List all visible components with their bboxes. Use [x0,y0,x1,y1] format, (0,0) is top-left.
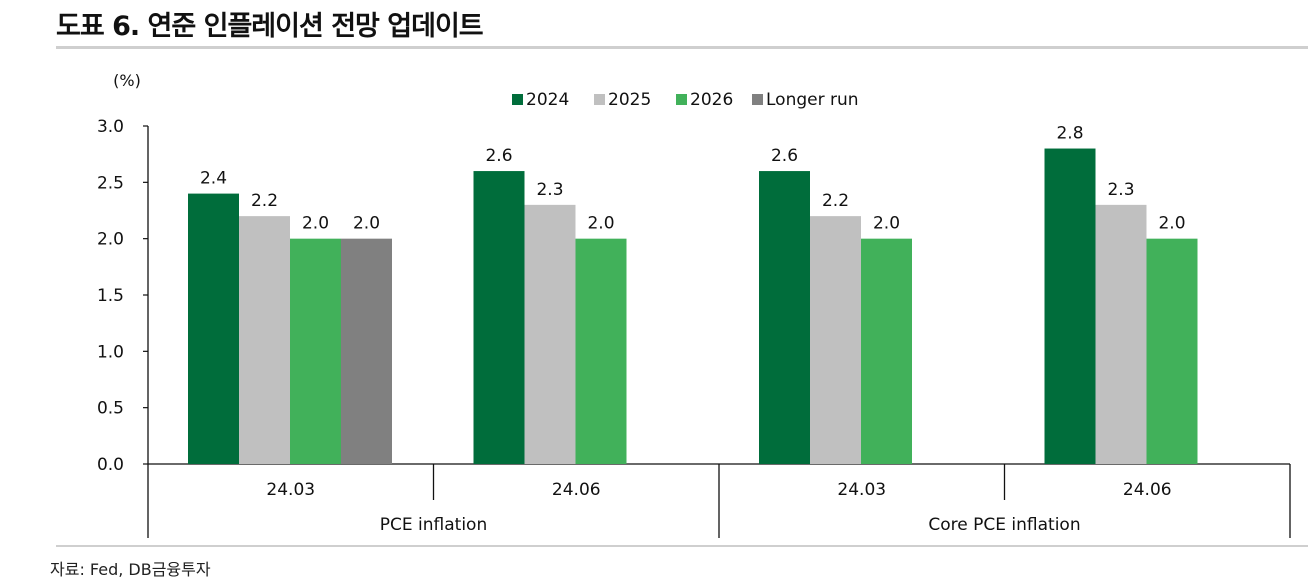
data-label: 2.0 [873,214,900,234]
legend-label: 2026 [690,90,733,110]
bar-2024 [1044,148,1096,465]
y-tick-label: 1.0 [97,342,124,362]
x-outer-category-label: Core PCE inflation [928,515,1080,535]
bar-2024 [473,171,525,465]
title-divider [56,46,1308,49]
bar-2026 [575,238,627,464]
data-label: 2.2 [251,191,278,211]
data-label: 2.3 [1107,180,1134,200]
y-tick-label: 1.5 [97,286,124,306]
y-axis-unit-label: (%) [113,71,141,90]
data-labels-layer: 2.4 2.2 2.0 2.0 2.6 2.3 2.0 2.6 2.2 2.0 2.8 2.3 2.0 [200,124,1186,234]
bar-2024 [759,171,810,465]
data-label: 2.0 [1158,214,1185,234]
legend: 2024 2025 2026 Longer run [512,90,859,110]
bar-2025 [524,204,576,464]
x-outer-category-label: PCE inflation [380,515,487,535]
data-label: 2.6 [771,146,798,166]
bar-2025 [239,216,290,464]
y-tick-label: 0.0 [97,455,124,475]
footer-divider [56,545,1308,547]
legend-label: 2025 [608,90,651,110]
bar-2026 [1146,238,1198,464]
x-category-label: 24.06 [552,480,601,500]
data-label: 2.3 [536,180,563,200]
legend-label: Longer run [766,90,859,110]
data-label: 2.4 [200,169,227,189]
data-label: 2.6 [485,146,512,166]
axes-layer: (%) 0.0 0.5 1.0 1.5 2.0 2.5 3.0 24.03 24.06 24.03 2… [97,71,1291,538]
legend-swatch [594,94,605,105]
bar-2025 [1095,204,1147,464]
bar-2025 [810,216,861,464]
bar-2026 [290,238,341,464]
data-label: 2.8 [1056,124,1083,144]
source-note: 자료: Fed, DB금융투자 [50,560,211,579]
bars-layer [188,148,1198,465]
data-label: 2.0 [587,214,614,234]
legend-label: 2024 [526,90,569,110]
x-category-label: 24.03 [266,480,315,500]
legend-swatch [512,94,523,105]
legend-swatch [676,94,687,105]
y-tick-label: 0.5 [97,399,124,419]
bar-2024 [188,193,239,464]
bar-longer-run [341,238,392,464]
x-category-label: 24.03 [837,480,886,500]
legend-swatch [752,94,763,105]
y-tick-label: 2.0 [97,230,124,250]
data-label: 2.0 [302,214,329,234]
chart-title: 도표 6. 연준 인플레이션 전망 업데이트 [56,11,484,42]
data-label: 2.2 [822,191,849,211]
bar-2026 [861,238,912,464]
y-tick-label: 3.0 [97,117,124,137]
data-label: 2.0 [353,214,380,234]
x-category-label: 24.06 [1123,480,1172,500]
y-tick-label: 2.5 [97,173,124,193]
